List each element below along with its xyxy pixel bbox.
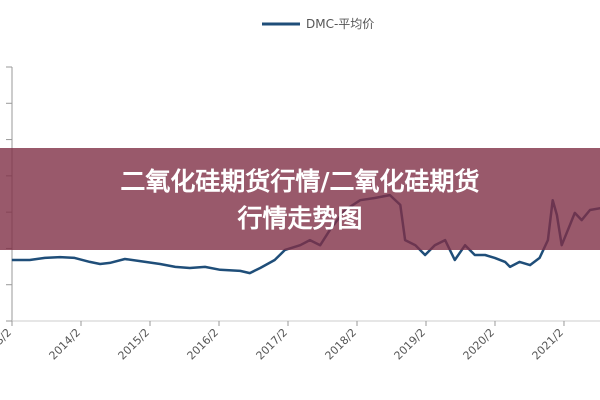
x-tick-label: 2021/2 — [530, 326, 567, 363]
x-tick-label: 2019/2 — [392, 326, 429, 363]
x-tick-label: 2020/2 — [461, 326, 498, 363]
x-tick-label: 2015/2 — [116, 326, 153, 363]
legend-label: DMC-平均价 — [306, 17, 374, 31]
banner-text: 二氧化硅期货行情/二氧化硅期货 — [120, 167, 479, 196]
x-tick-label: 2014/2 — [47, 326, 84, 363]
x-tick-label: 2018/2 — [323, 326, 360, 363]
x-tick-label: 2017/2 — [254, 326, 291, 363]
x-tick-label: 2013/2 — [0, 326, 14, 363]
banner — [0, 148, 600, 250]
x-tick-label: 2016/2 — [185, 326, 222, 363]
banner-text: 行情走势图 — [236, 204, 362, 233]
